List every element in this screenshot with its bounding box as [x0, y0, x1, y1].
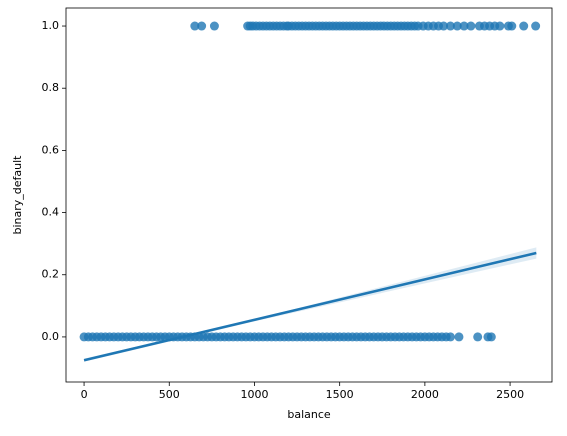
point: [495, 21, 505, 31]
point: [454, 332, 464, 342]
y-tick-label: 0.6: [42, 143, 60, 156]
x-tick-label: 500: [159, 388, 180, 401]
point: [197, 21, 207, 31]
x-tick-label: 2500: [496, 388, 524, 401]
y-tick-label: 0.0: [42, 330, 60, 343]
point: [439, 21, 449, 31]
x-tick-label: 1500: [326, 388, 354, 401]
point: [459, 21, 469, 31]
y-tick-label: 0.8: [42, 81, 60, 94]
point: [452, 21, 462, 31]
x-tick-label: 1000: [240, 388, 268, 401]
point: [445, 332, 455, 342]
point: [209, 21, 219, 31]
y-tick-label: 1.0: [42, 19, 60, 32]
point: [190, 21, 200, 31]
regression-line: [83, 251, 537, 362]
point: [507, 21, 517, 31]
plot-frame: [65, 7, 553, 383]
x-tick-label: 2000: [411, 388, 439, 401]
point: [473, 332, 483, 342]
y-tick-label: 0.4: [42, 206, 60, 219]
x-axis-label: balance: [287, 408, 331, 421]
point: [445, 21, 455, 31]
point: [486, 332, 496, 342]
y-tick-label: 0.2: [42, 268, 60, 281]
point: [466, 21, 476, 31]
y-axis-label: binary_default: [11, 155, 24, 235]
x-tick-label: 0: [81, 388, 88, 401]
point: [531, 21, 541, 31]
point: [519, 21, 529, 31]
